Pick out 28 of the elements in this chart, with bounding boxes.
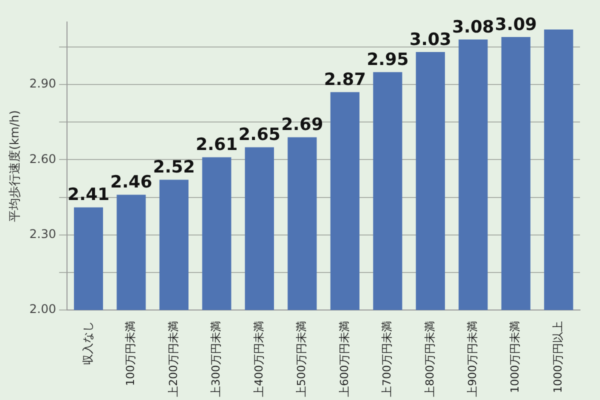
data-label: 2.65 bbox=[238, 125, 280, 146]
data-label: 2.69 bbox=[281, 115, 324, 136]
data-label: 2.46 bbox=[110, 172, 152, 193]
data-label: 2.95 bbox=[366, 50, 409, 70]
x-tick-label: 上500万円未満 bbox=[295, 321, 308, 398]
data-label: 3.03 bbox=[409, 30, 452, 50]
data-label: 3.08 bbox=[452, 17, 494, 38]
y-tick-label: 2.90 bbox=[29, 76, 56, 91]
data-label: 2.52 bbox=[152, 158, 195, 178]
y-tick-label: 2.30 bbox=[29, 227, 56, 241]
x-tick-label: 上600万円未満 bbox=[338, 321, 351, 398]
x-tick-label: 1000万円以上 bbox=[551, 321, 564, 394]
x-tick-label: 上400万円未満 bbox=[252, 321, 266, 398]
x-tick-label: 上900万円未満 bbox=[466, 321, 480, 398]
data-label: 2.61 bbox=[196, 135, 238, 156]
data-label: 2.41 bbox=[68, 185, 110, 206]
y-tick-label: 2.60 bbox=[29, 152, 56, 166]
x-tick-label: 上800万円未満 bbox=[423, 321, 436, 398]
x-tick-label: 1000万円未満 bbox=[508, 321, 522, 394]
y-axis-title: 平均歩行速度(km/h) bbox=[7, 110, 22, 222]
data-label: 3.09 bbox=[494, 14, 537, 35]
x-tick-label: 100万円未満 bbox=[124, 321, 138, 386]
x-tick-label: 上200万円未満 bbox=[166, 321, 180, 398]
x-tick-label: 上700万円未満 bbox=[380, 321, 394, 398]
y-tick-label: 2.00 bbox=[29, 302, 56, 316]
data-label: 2.87 bbox=[324, 70, 366, 90]
x-tick-label: 収入なし bbox=[81, 321, 94, 366]
x-tick-label: 上300万円未満 bbox=[210, 321, 223, 398]
